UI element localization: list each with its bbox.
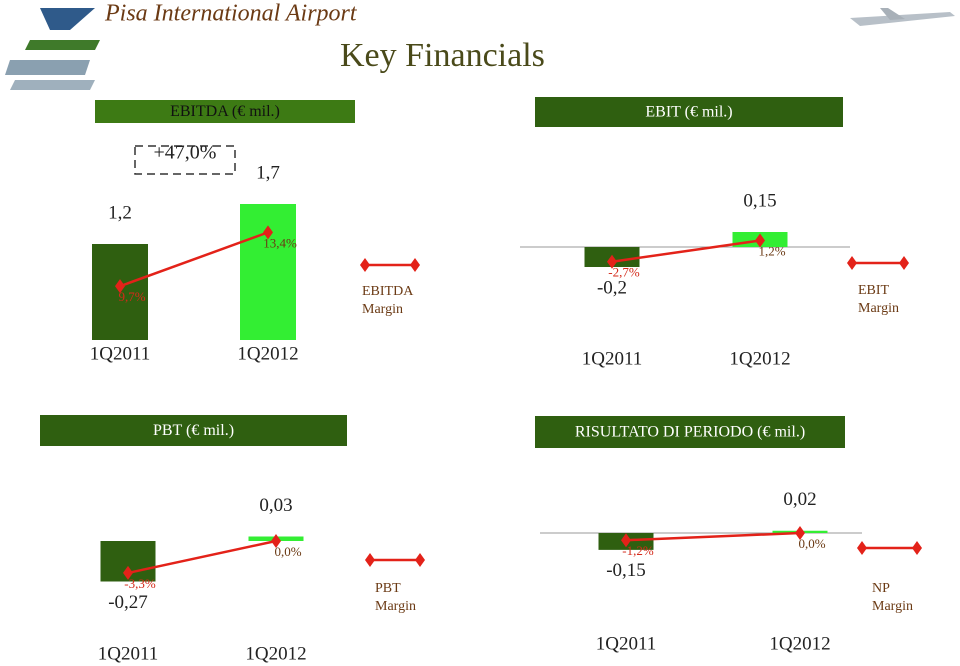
margin-label: 9,7% [118, 289, 145, 304]
x-tick-label: 1Q2012 [245, 643, 306, 664]
margin-label: 13,4% [263, 235, 297, 250]
panel-title-bar [535, 97, 843, 127]
panel-title: EBIT (€ mil.) [645, 104, 732, 121]
value-label: 1,7 [256, 162, 280, 183]
margin-label: 0,0% [798, 536, 825, 551]
x-tick-label: 1Q2011 [596, 633, 657, 654]
margin-point [607, 254, 617, 269]
annotation: +47,0% [154, 142, 217, 164]
x-tick-label: 1Q2012 [769, 633, 830, 654]
panel-title-bar [40, 415, 347, 446]
value-label: 1,2 [108, 202, 132, 223]
value-label: 0,03 [259, 495, 292, 516]
panel-title-bar [535, 416, 845, 448]
margin-line [625, 531, 801, 542]
logo [5, 8, 100, 90]
margin-label: -3,3% [124, 576, 156, 591]
panel-title: EBITDA (€ mil.) [170, 103, 280, 120]
margin-label: -2,7% [608, 265, 640, 280]
legend-box: PBT Margin [375, 581, 416, 614]
margin-point [621, 533, 631, 548]
margin-label: -1,2% [622, 543, 654, 558]
x-tick-label: 1Q2012 [237, 343, 298, 364]
airplane [850, 8, 955, 26]
annotation-box [134, 145, 236, 175]
margin-point [795, 526, 805, 540]
bar [240, 204, 296, 340]
panel-title-bar [95, 100, 355, 123]
value-label: 0,15 [743, 190, 776, 211]
margin-point [115, 279, 125, 294]
margin-point [755, 233, 765, 248]
legend-marker [410, 258, 420, 272]
legend-label: EBITDA Margin [362, 284, 413, 317]
margin-line [119, 231, 269, 288]
legend-box: EBIT Margin [858, 283, 899, 316]
value-label: 0,02 [783, 489, 816, 510]
legend-marker [360, 258, 370, 272]
legend-label: PBT Margin [375, 581, 416, 614]
x-tick-label: 1Q2011 [98, 643, 159, 664]
margin-line [127, 539, 277, 575]
legend-box: EBITDA Margin [362, 284, 413, 317]
margin-point [123, 565, 133, 580]
header-subtitle: Key Financials [340, 37, 545, 74]
margin-line [611, 239, 761, 263]
value-label: -0,15 [606, 560, 646, 581]
legend-label: EBIT Margin [858, 283, 899, 316]
margin-label: 0,0% [274, 544, 301, 559]
margin-point [263, 225, 273, 240]
legend-marker [415, 553, 425, 567]
value-label: -0,2 [597, 277, 627, 298]
x-tick-label: 1Q2011 [90, 343, 151, 364]
panel-title: PBT (€ mil.) [153, 422, 234, 439]
legend-box: NP Margin [872, 581, 913, 614]
panel-title: RISULTATO DI PERIODO (€ mil.) [575, 424, 805, 441]
legend-marker [899, 256, 909, 270]
legend-marker [912, 541, 922, 555]
value-label: -0,27 [108, 592, 148, 613]
legend-marker [847, 256, 857, 270]
header-title: Pisa International Airport [104, 1, 358, 27]
x-tick-label: 1Q2012 [729, 348, 790, 369]
legend-label: NP Margin [872, 581, 913, 614]
x-tick-label: 1Q2011 [582, 348, 643, 369]
margin-label: 1,2% [758, 243, 785, 258]
legend-marker [857, 541, 867, 555]
legend-marker [365, 553, 375, 567]
margin-point [271, 534, 281, 548]
